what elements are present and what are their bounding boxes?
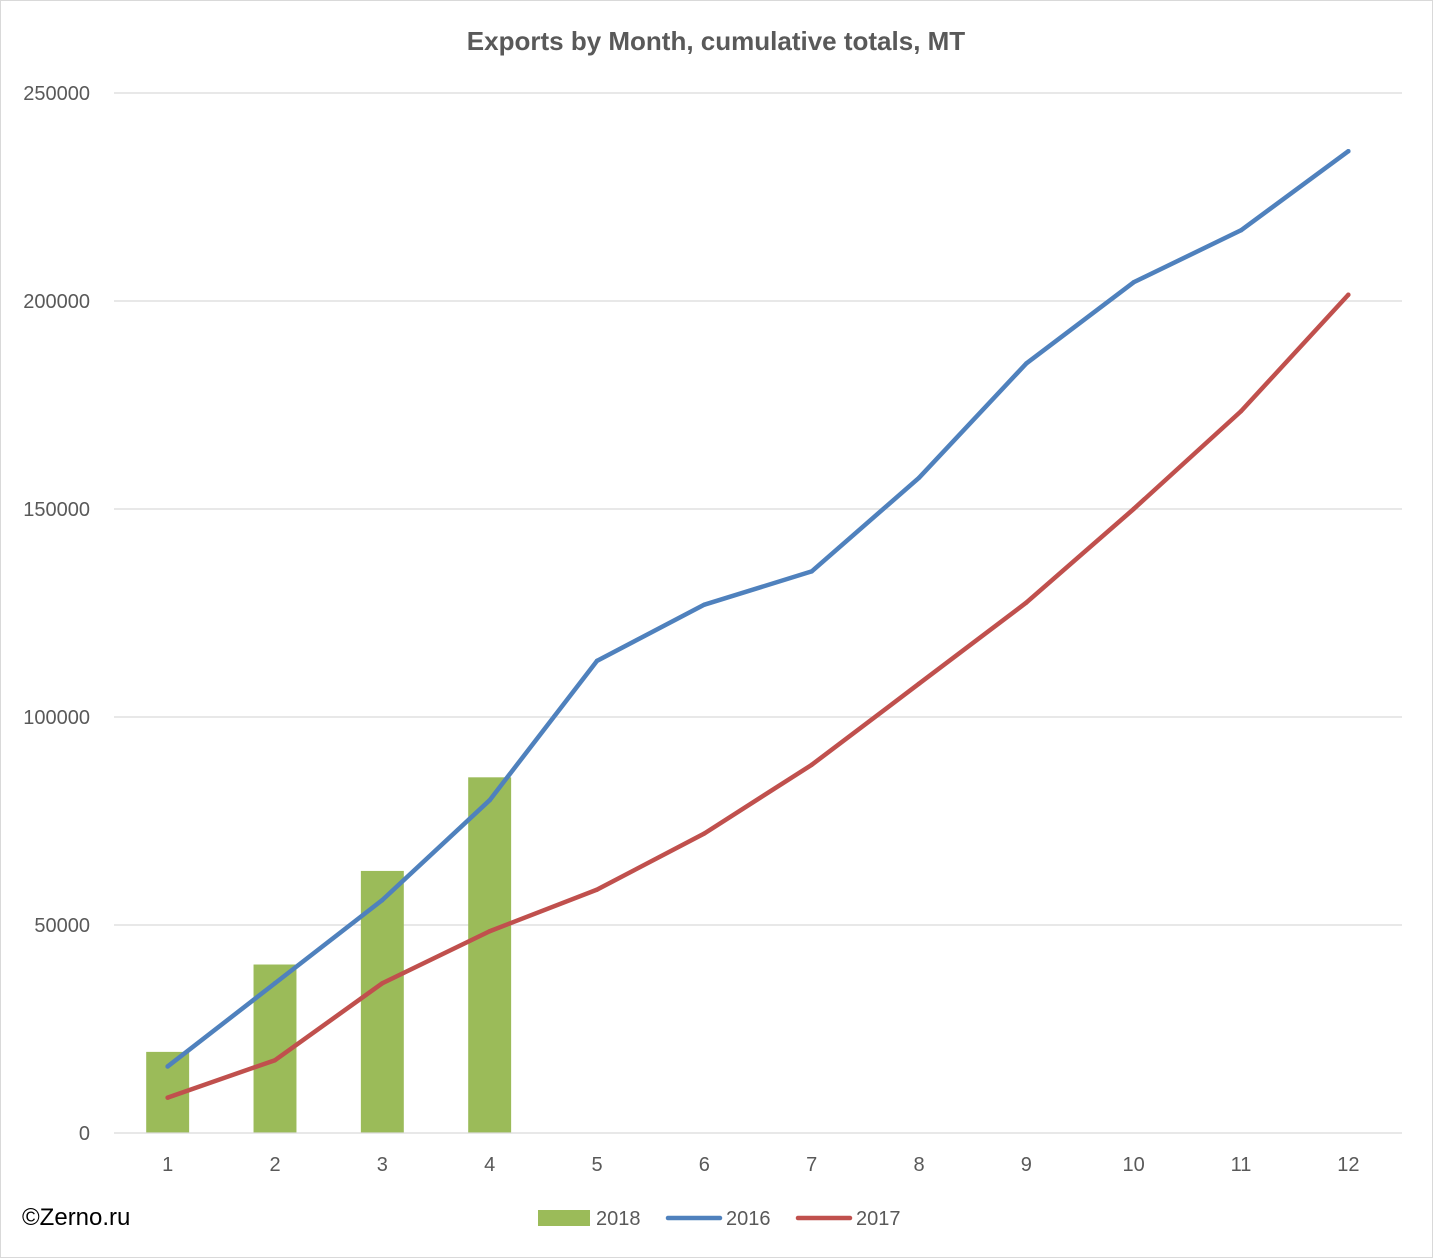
point-2017-10 [1131, 506, 1136, 512]
watermark: ©Zerno.ru [22, 1204, 131, 1231]
point-2017-4 [487, 929, 492, 934]
y-axis-ticks: 0 50000 100000 150000 200000 250000 [23, 83, 90, 1145]
point-2016-2 [272, 981, 278, 986]
chart-title: Exports by Month, cumulative totals, MT [467, 26, 965, 56]
line-series-2017 [165, 292, 1351, 1100]
point-2016-10 [1131, 280, 1136, 285]
legend-label-2018: 2018 [596, 1208, 641, 1230]
legend: 2018 2016 2017 [538, 1208, 901, 1230]
point-2016-4 [487, 798, 492, 803]
point-2016-7 [809, 569, 814, 574]
point-2017-3 [380, 981, 385, 986]
point-2017-8 [916, 681, 922, 686]
x-tick-label: 7 [806, 1154, 817, 1176]
y-tick-label: 250000 [23, 83, 90, 105]
point-2016-12 [1346, 149, 1351, 154]
x-tick-label: 2 [269, 1154, 280, 1176]
gridlines [114, 92, 1402, 926]
point-2017-5 [594, 887, 600, 892]
point-2016-6 [702, 602, 707, 607]
x-tick-label: 6 [699, 1154, 710, 1176]
point-2016-9 [1024, 361, 1029, 366]
point-2016-11 [1238, 228, 1244, 233]
line-series-2016 [165, 148, 1351, 1069]
x-tick-label: 12 [1337, 1154, 1359, 1176]
point-2017-2 [272, 1058, 278, 1063]
x-tick-label: 11 [1231, 1154, 1252, 1176]
y-tick-label: 100000 [23, 707, 90, 729]
x-tick-label: 5 [591, 1154, 602, 1176]
x-tick-label: 10 [1123, 1154, 1145, 1176]
y-tick-label: 150000 [23, 499, 90, 521]
x-axis-ticks: 1 2 3 4 5 6 7 8 9 10 11 12 [162, 1154, 1359, 1176]
y-tick-label: 50000 [34, 915, 90, 937]
x-tick-label: 3 [377, 1154, 388, 1176]
point-2017-12 [1346, 292, 1351, 297]
x-tick-label: 8 [913, 1154, 924, 1176]
x-tick-label: 9 [1021, 1154, 1032, 1176]
point-2017-7 [809, 762, 814, 768]
point-2017-11 [1238, 409, 1244, 414]
point-2016-1 [165, 1064, 170, 1069]
legend-swatch-2018 [538, 1210, 590, 1226]
bar-2018-4 [468, 777, 512, 1133]
point-2016-5 [594, 658, 600, 664]
line-series-group [165, 148, 1351, 1100]
point-2017-6 [702, 831, 707, 836]
y-tick-label: 0 [79, 1123, 90, 1145]
x-tick-label: 1 [162, 1154, 173, 1176]
point-2017-9 [1024, 600, 1029, 605]
point-2016-8 [916, 475, 922, 480]
bar-2018-3 [360, 870, 404, 1133]
x-tick-label: 4 [484, 1154, 495, 1176]
point-2017-1 [165, 1095, 170, 1100]
y-tick-label: 200000 [23, 291, 90, 313]
legend-label-2016: 2016 [726, 1208, 771, 1230]
legend-label-2017: 2017 [856, 1208, 901, 1230]
point-2016-3 [380, 897, 385, 903]
